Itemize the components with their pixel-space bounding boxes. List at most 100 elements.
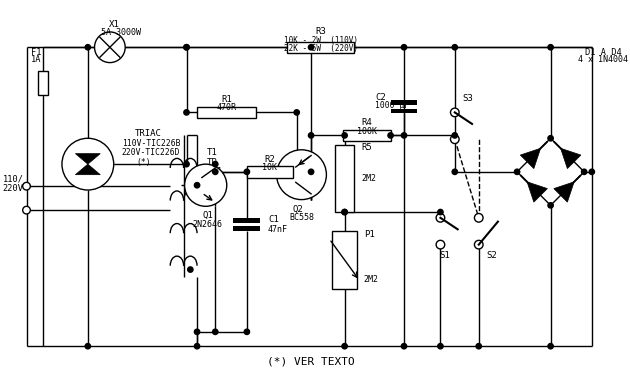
Text: TP: TP	[207, 158, 217, 167]
Circle shape	[438, 344, 443, 349]
Text: R4: R4	[361, 118, 372, 128]
Polygon shape	[76, 164, 100, 175]
Bar	[391, 100, 418, 105]
Text: 2M2: 2M2	[364, 275, 379, 283]
Text: 1:1: 1:1	[207, 167, 223, 176]
Bar	[234, 218, 260, 223]
Bar	[234, 226, 260, 231]
Text: 100K: 100K	[357, 127, 377, 136]
Circle shape	[244, 329, 249, 335]
Text: BC558: BC558	[289, 213, 314, 222]
Circle shape	[342, 133, 347, 138]
Text: R1: R1	[221, 96, 232, 104]
Circle shape	[388, 133, 393, 138]
Circle shape	[401, 133, 407, 138]
Circle shape	[309, 169, 314, 174]
Text: S2: S2	[486, 251, 497, 260]
Text: 220V-TIC226D: 220V-TIC226D	[122, 148, 180, 157]
Bar	[197, 107, 256, 118]
Circle shape	[450, 135, 459, 144]
Text: P1: P1	[364, 230, 374, 239]
Circle shape	[452, 133, 457, 138]
Circle shape	[514, 169, 520, 174]
Circle shape	[294, 110, 299, 115]
Text: 470R: 470R	[217, 103, 237, 112]
Text: D1 A D4: D1 A D4	[585, 48, 622, 56]
Circle shape	[23, 182, 30, 190]
Circle shape	[438, 210, 443, 215]
Circle shape	[85, 45, 91, 50]
Text: 5A 3000W: 5A 3000W	[101, 29, 141, 37]
Circle shape	[309, 45, 314, 50]
Text: Q2: Q2	[292, 205, 303, 214]
Circle shape	[244, 169, 249, 174]
Circle shape	[476, 344, 481, 349]
Polygon shape	[554, 182, 574, 202]
Text: 2N2646: 2N2646	[193, 220, 222, 229]
Text: 10K - 2W  (110V): 10K - 2W (110V)	[284, 36, 358, 45]
Circle shape	[62, 138, 113, 190]
Circle shape	[452, 45, 457, 50]
Text: 10K: 10K	[262, 163, 277, 171]
Bar	[38, 71, 48, 95]
Text: 47nF: 47nF	[268, 225, 288, 234]
Bar	[343, 130, 391, 141]
Text: R2: R2	[265, 155, 275, 164]
Circle shape	[188, 267, 193, 272]
Circle shape	[184, 45, 189, 50]
Text: F1: F1	[32, 48, 42, 56]
Circle shape	[212, 162, 218, 167]
Circle shape	[184, 45, 189, 50]
Text: 2M2: 2M2	[362, 174, 377, 183]
Text: (*): (*)	[136, 158, 151, 167]
Circle shape	[450, 108, 459, 117]
Text: (*) VER TEXTO: (*) VER TEXTO	[267, 357, 355, 367]
Circle shape	[401, 344, 407, 349]
Circle shape	[23, 206, 30, 214]
Circle shape	[548, 344, 553, 349]
Circle shape	[452, 169, 457, 174]
Text: R3: R3	[315, 27, 326, 37]
Circle shape	[184, 110, 189, 115]
Text: 22K - 5W  (220V): 22K - 5W (220V)	[284, 44, 358, 53]
Circle shape	[474, 240, 483, 249]
Polygon shape	[76, 154, 100, 164]
Circle shape	[342, 210, 347, 215]
Circle shape	[474, 213, 483, 222]
Circle shape	[342, 210, 347, 215]
Circle shape	[548, 203, 553, 208]
Bar	[287, 42, 354, 53]
Circle shape	[436, 240, 445, 249]
Circle shape	[195, 344, 200, 349]
Bar	[335, 145, 354, 212]
Circle shape	[85, 344, 91, 349]
Circle shape	[401, 45, 407, 50]
Circle shape	[436, 213, 445, 222]
Text: 1000 μF: 1000 μF	[375, 101, 410, 110]
Circle shape	[581, 169, 587, 174]
Circle shape	[212, 169, 218, 174]
Circle shape	[342, 344, 347, 349]
Text: 220V: 220V	[3, 184, 24, 193]
Circle shape	[589, 169, 595, 174]
Bar	[332, 231, 357, 289]
Circle shape	[185, 164, 227, 206]
Text: TRIAC: TRIAC	[135, 129, 162, 138]
Text: S3: S3	[462, 94, 473, 104]
Text: X1: X1	[109, 20, 120, 29]
Text: R5: R5	[362, 143, 372, 152]
Text: 4 x 1N4004: 4 x 1N4004	[578, 55, 628, 64]
Text: S1: S1	[440, 251, 450, 260]
Polygon shape	[527, 182, 547, 202]
Polygon shape	[561, 148, 581, 169]
Text: 1A: 1A	[32, 55, 42, 64]
Polygon shape	[520, 148, 541, 169]
Circle shape	[184, 162, 189, 167]
Text: 110/: 110/	[3, 175, 24, 184]
Circle shape	[277, 150, 326, 200]
Circle shape	[195, 329, 200, 335]
Circle shape	[195, 182, 200, 188]
Bar	[247, 166, 293, 178]
Text: T1: T1	[207, 148, 217, 157]
Text: C2: C2	[375, 93, 386, 102]
